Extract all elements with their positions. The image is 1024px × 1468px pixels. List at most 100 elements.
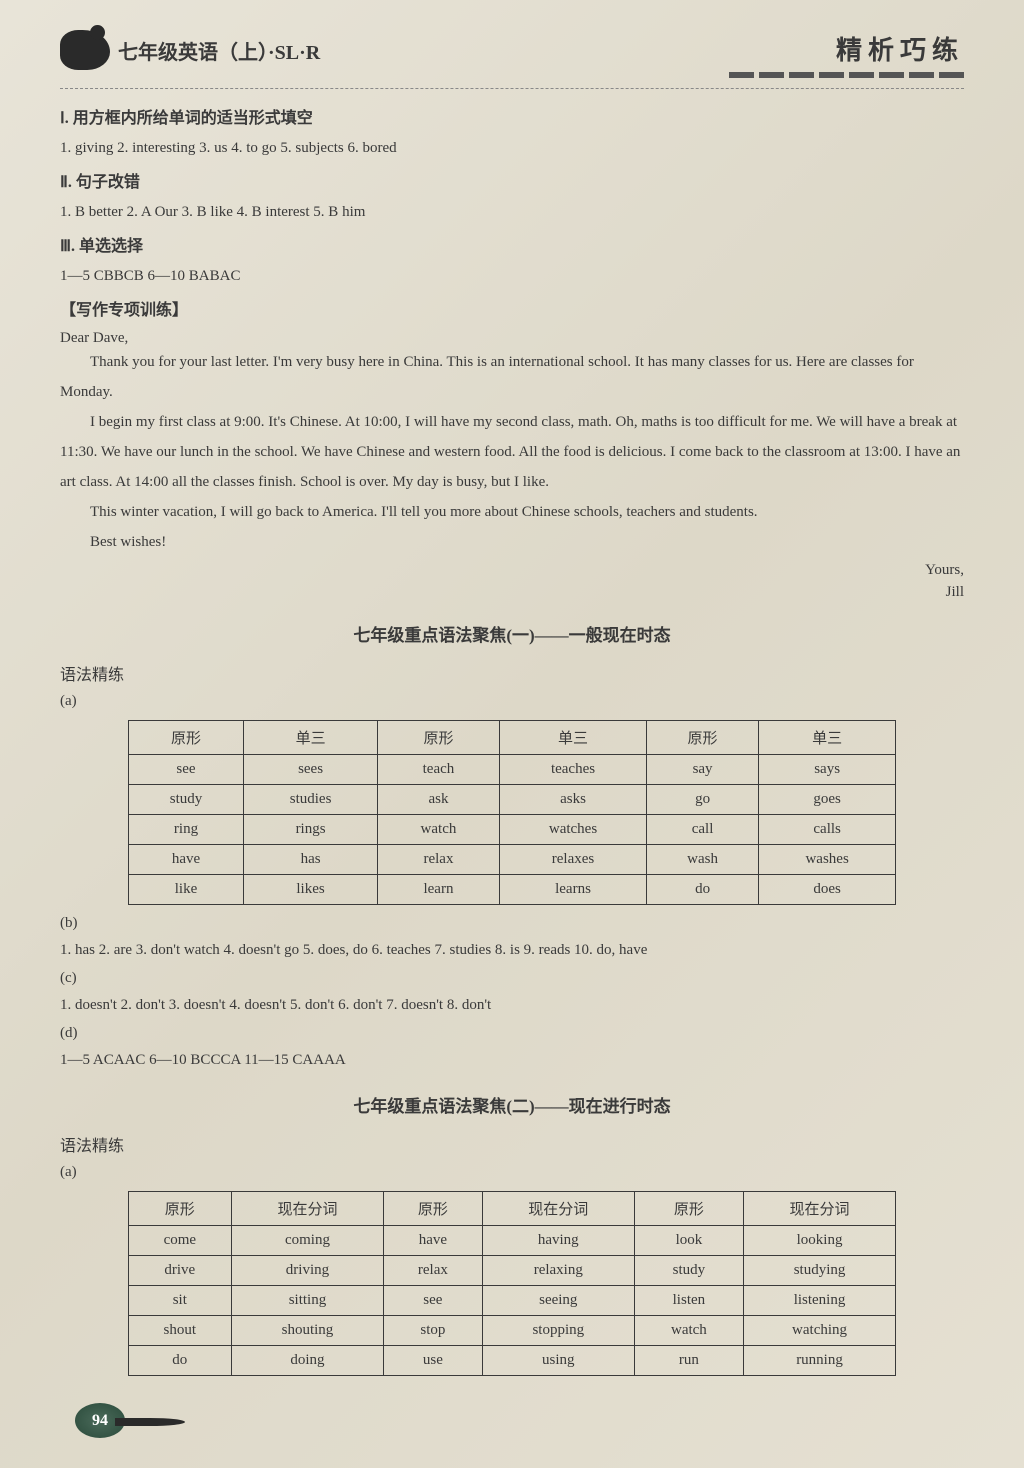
cell: doing (231, 1346, 383, 1376)
table-row: ring rings watch watches call calls (128, 815, 895, 845)
letter-p1: Thank you for your last letter. I'm very… (60, 347, 964, 407)
cell: shout (128, 1316, 231, 1346)
cell: driving (231, 1256, 383, 1286)
col-header: 原形 (377, 721, 499, 755)
cell: like (128, 875, 243, 905)
section-1-answers: 1. giving 2. interesting 3. us 4. to go … (60, 136, 964, 160)
grammar1-sub: 语法精练 (60, 661, 964, 685)
cell: run (634, 1346, 743, 1376)
cell: sitting (231, 1286, 383, 1316)
section-2-answers: 1. B better 2. A Our 3. B like 4. B inte… (60, 200, 964, 224)
grammar1-answers-c: 1. doesn't 2. don't 3. doesn't 4. doesn'… (60, 993, 964, 1017)
flower-logo-icon (60, 30, 110, 70)
letter-content: Dear Dave, Thank you for your last lette… (60, 330, 964, 601)
cell: do (128, 1346, 231, 1376)
writing-title: 【写作专项训练】 (60, 296, 964, 320)
letter-closing1: Yours, (60, 562, 964, 579)
cell: wash (647, 845, 759, 875)
table-header-row: 原形 单三 原形 单三 原形 单三 (128, 721, 895, 755)
grammar1-title: 七年级重点语法聚焦(一)——一般现在时态 (60, 621, 964, 646)
book-title: 七年级英语（上）·SL·R (118, 36, 320, 65)
letter-p2: I begin my first class at 9:00. It's Chi… (60, 407, 964, 497)
letter-p3: This winter vacation, I will go back to … (60, 497, 964, 527)
cell: go (647, 785, 759, 815)
header-divider (60, 88, 964, 89)
col-header: 原形 (647, 721, 759, 755)
cell: listen (634, 1286, 743, 1316)
table-row: see sees teach teaches say says (128, 755, 895, 785)
col-header: 原形 (128, 1192, 231, 1226)
col-header: 现在分词 (743, 1192, 895, 1226)
col-header: 现在分词 (482, 1192, 634, 1226)
grammar1-label-a: (a) (60, 693, 964, 710)
cell: relaxes (499, 845, 646, 875)
cell: running (743, 1346, 895, 1376)
page-number: 94 (75, 1403, 125, 1438)
table-row: drive driving relax relaxing study study… (128, 1256, 895, 1286)
grammar2-label-a: (a) (60, 1164, 964, 1181)
cell: likes (244, 875, 378, 905)
table-row: do doing use using run running (128, 1346, 895, 1376)
cell: relax (377, 845, 499, 875)
cell: having (482, 1226, 634, 1256)
cell: shouting (231, 1316, 383, 1346)
cell: learn (377, 875, 499, 905)
cell: teaches (499, 755, 646, 785)
cell: does (759, 875, 896, 905)
cell: listening (743, 1286, 895, 1316)
cell: call (647, 815, 759, 845)
cell: use (384, 1346, 483, 1376)
grammar1-answers-b: 1. has 2. are 3. don't watch 4. doesn't … (60, 938, 964, 962)
series-title: 精析巧练 (729, 30, 964, 67)
letter-greeting: Dear Dave, (60, 330, 964, 347)
cell: watches (499, 815, 646, 845)
cell: see (384, 1286, 483, 1316)
cell: have (128, 845, 243, 875)
page-header: 七年级英语（上）·SL·R 精析巧练 (60, 30, 964, 78)
cell: relax (384, 1256, 483, 1286)
cell: see (128, 755, 243, 785)
grammar1-table: 原形 单三 原形 单三 原形 单三 see sees teach teaches… (128, 720, 896, 905)
cell: asks (499, 785, 646, 815)
cell: study (128, 785, 243, 815)
top-right-section: 精析巧练 (729, 30, 964, 78)
grammar2-table: 原形 现在分词 原形 现在分词 原形 现在分词 come coming have… (128, 1191, 896, 1376)
cell: rings (244, 815, 378, 845)
col-header: 原形 (634, 1192, 743, 1226)
cell: using (482, 1346, 634, 1376)
cell: coming (231, 1226, 383, 1256)
cell: stopping (482, 1316, 634, 1346)
cell: come (128, 1226, 231, 1256)
letter-closing2: Jill (60, 584, 964, 601)
cell: have (384, 1226, 483, 1256)
col-header: 单三 (244, 721, 378, 755)
table-row: come coming have having look looking (128, 1226, 895, 1256)
cell: ring (128, 815, 243, 845)
table-header-row: 原形 现在分词 原形 现在分词 原形 现在分词 (128, 1192, 895, 1226)
section-3-title: Ⅲ. 单选选择 (60, 232, 964, 256)
section-3-answers: 1—5 CBBCB 6—10 BABAC (60, 264, 964, 288)
cell: sees (244, 755, 378, 785)
cell: calls (759, 815, 896, 845)
col-header: 原形 (128, 721, 243, 755)
cell: say (647, 755, 759, 785)
cell: goes (759, 785, 896, 815)
cell: sit (128, 1286, 231, 1316)
cell: relaxing (482, 1256, 634, 1286)
cell: learns (499, 875, 646, 905)
cell: study (634, 1256, 743, 1286)
cell: teach (377, 755, 499, 785)
cell: watch (377, 815, 499, 845)
letter-p4: Best wishes! (60, 527, 964, 557)
grammar1-label-b: (b) (60, 915, 964, 932)
cell: ask (377, 785, 499, 815)
table-row: sit sitting see seeing listen listening (128, 1286, 895, 1316)
cell: looking (743, 1226, 895, 1256)
section-2-title: Ⅱ. 句子改错 (60, 168, 964, 192)
col-header: 原形 (384, 1192, 483, 1226)
cell: watch (634, 1316, 743, 1346)
grammar1-label-d: (d) (60, 1025, 964, 1042)
grammar2-sub: 语法精练 (60, 1132, 964, 1156)
cell: has (244, 845, 378, 875)
cell: studies (244, 785, 378, 815)
